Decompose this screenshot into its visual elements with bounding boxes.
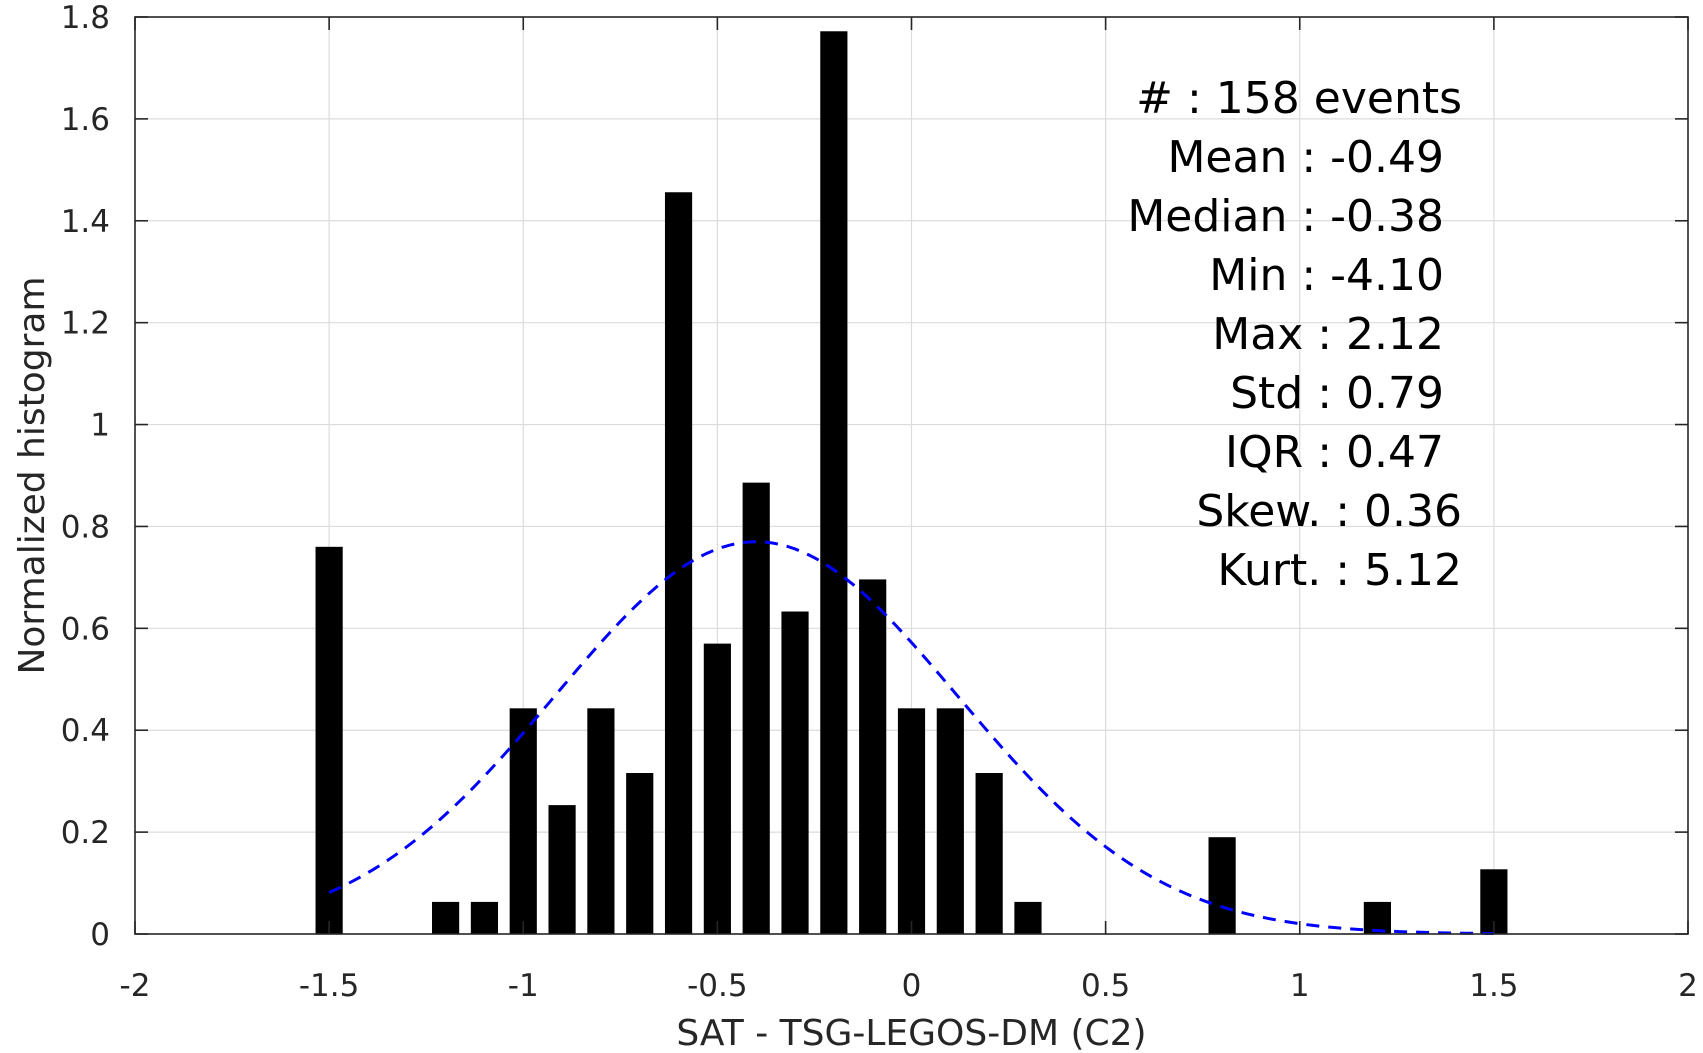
x-tick-label: 0: [902, 968, 922, 1004]
histogram-bar: [859, 579, 887, 934]
histogram-bar: [897, 708, 926, 934]
histogram-bar: [742, 482, 770, 934]
histogram-bar: [1208, 837, 1236, 934]
y-tick-label: 0: [90, 917, 110, 953]
stat-line: # : 158 events: [1136, 73, 1462, 124]
y-tick-label: 1.2: [61, 306, 110, 342]
x-tick-label: 1.5: [1469, 968, 1518, 1004]
y-tick-label: 0.6: [61, 611, 110, 647]
axis-ticks: [134, 16, 1689, 935]
normal-fit-curve: [328, 540, 1494, 936]
y-tick-label: 1.4: [61, 204, 110, 240]
stat-line: Std : 0.79: [1230, 368, 1444, 419]
stat-line: Skew. : 0.36: [1196, 486, 1462, 537]
x-tick-label: -1: [508, 968, 539, 1004]
x-tick-label: -0.5: [687, 968, 748, 1004]
stat-line: Median : -0.38: [1127, 191, 1444, 242]
histogram-bar: [781, 611, 809, 934]
histogram-bar: [703, 643, 731, 934]
histogram-bar: [1014, 901, 1042, 934]
x-axis-title: SAT - TSG-LEGOS-DM (C2): [676, 1013, 1146, 1053]
y-tick-label: 1: [90, 408, 110, 444]
histogram-bar: [587, 708, 615, 934]
x-tick-labels: -2 -1.5 -1 -0.5 0 0.5 1 1.5 2: [120, 968, 1698, 1004]
histogram-bar: [820, 31, 848, 934]
stat-line: Mean : -0.49: [1167, 132, 1444, 183]
x-tick-label: 0.5: [1081, 968, 1130, 1004]
y-axis-title: Normalized histogram: [12, 276, 53, 674]
x-tick-label: 1: [1290, 968, 1310, 1004]
stats-annotation: # : 158 events Mean : -0.49 Median : -0.38…: [1127, 73, 1462, 596]
x-tick-label: -1.5: [299, 968, 360, 1004]
histogram-bar: [975, 773, 1003, 934]
grid: [135, 16, 1688, 934]
x-tick-label: 2: [1678, 968, 1698, 1004]
stat-line: IQR : 0.47: [1225, 427, 1444, 478]
histogram-bars: [315, 31, 1508, 934]
stat-line: Kurt. : 5.12: [1217, 545, 1462, 596]
y-tick-label: 0.8: [61, 509, 110, 545]
y-tick-label: 0.2: [61, 815, 110, 851]
histogram-bar: [432, 901, 460, 934]
histogram-bar: [548, 805, 576, 934]
y-tick-label: 1.6: [61, 102, 110, 138]
histogram-bar: [470, 901, 499, 934]
stat-line: Min : -4.10: [1209, 250, 1444, 301]
histogram-bar: [1363, 901, 1391, 934]
histogram-bar: [936, 708, 964, 934]
histogram-bar: [315, 546, 343, 934]
y-tick-label: 1.8: [61, 0, 110, 36]
y-tick-labels: 0 0.2 0.4 0.6 0.8 1 1.2 1.4 1.6 1.8: [61, 0, 110, 953]
x-tick-label: -2: [120, 968, 151, 1004]
y-tick-label: 0.4: [61, 713, 110, 749]
histogram-bar: [626, 773, 654, 934]
histogram-bar: [509, 708, 537, 934]
stat-line: Max : 2.12: [1212, 309, 1444, 360]
